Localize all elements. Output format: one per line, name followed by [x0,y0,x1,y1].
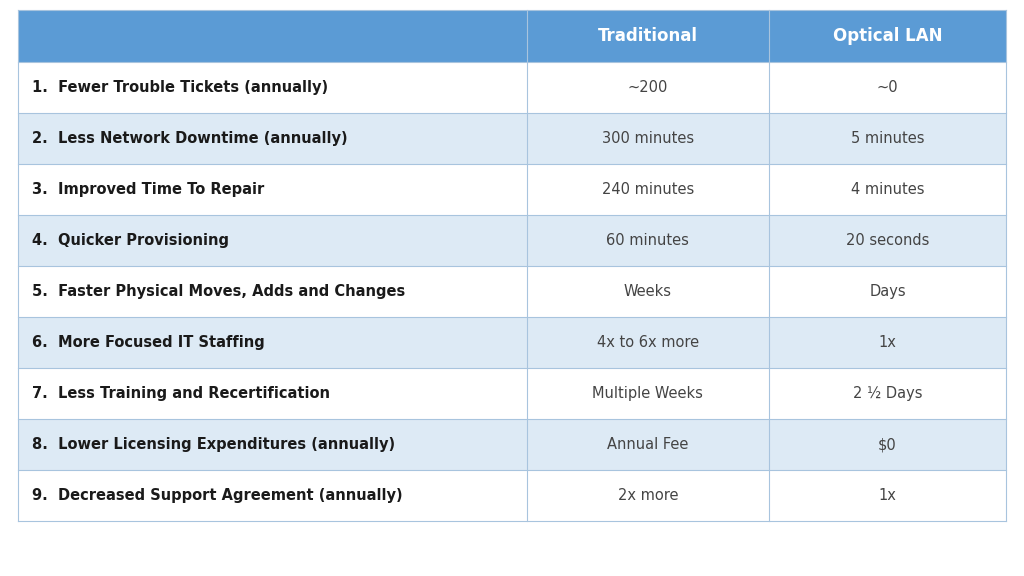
Bar [526,470,769,521]
Bar [769,317,1006,368]
Text: 5 minutes: 5 minutes [851,131,925,146]
Text: 4 minutes: 4 minutes [851,182,925,197]
Bar [769,62,1006,113]
Text: 300 minutes: 300 minutes [602,131,694,146]
Bar [769,419,1006,470]
Text: Days: Days [869,284,906,299]
Bar [18,113,526,164]
Bar [769,10,1006,62]
Text: 4x to 6x more: 4x to 6x more [597,335,699,350]
Bar [18,215,526,266]
Bar [769,113,1006,164]
Bar [769,215,1006,266]
Bar [526,62,769,113]
Text: 6.  More Focused IT Staffing: 6. More Focused IT Staffing [32,335,265,350]
Text: 1x: 1x [879,488,896,503]
Text: 9.  Decreased Support Agreement (annually): 9. Decreased Support Agreement (annually… [32,488,402,503]
Bar [526,419,769,470]
Text: 1x: 1x [879,335,896,350]
Bar [18,317,526,368]
Bar [526,10,769,62]
Bar [526,164,769,215]
Text: 20 seconds: 20 seconds [846,233,929,248]
Bar [18,419,526,470]
Bar [18,10,526,62]
Bar [526,368,769,419]
Text: ~200: ~200 [628,80,668,95]
Text: 1.  Fewer Trouble Tickets (annually): 1. Fewer Trouble Tickets (annually) [32,80,328,95]
Text: 60 minutes: 60 minutes [606,233,689,248]
Text: 2 ½ Days: 2 ½ Days [853,386,923,401]
Bar [769,164,1006,215]
Text: 7.  Less Training and Recertification: 7. Less Training and Recertification [32,386,330,401]
Text: 8.  Lower Licensing Expenditures (annually): 8. Lower Licensing Expenditures (annuall… [32,437,395,452]
Bar [18,164,526,215]
Text: 240 minutes: 240 minutes [602,182,694,197]
Text: 3.  Improved Time To Repair: 3. Improved Time To Repair [32,182,264,197]
Bar [18,368,526,419]
Text: 5.  Faster Physical Moves, Adds and Changes: 5. Faster Physical Moves, Adds and Chang… [32,284,406,299]
Text: Multiple Weeks: Multiple Weeks [593,386,703,401]
Text: 2x more: 2x more [617,488,678,503]
Bar [769,266,1006,317]
Bar [526,317,769,368]
Bar [526,266,769,317]
Bar [18,470,526,521]
Text: Weeks: Weeks [624,284,672,299]
Text: $0: $0 [878,437,897,452]
Bar [526,113,769,164]
Text: 2.  Less Network Downtime (annually): 2. Less Network Downtime (annually) [32,131,347,146]
Bar [526,215,769,266]
Text: Traditional: Traditional [598,27,697,45]
Bar [769,470,1006,521]
Text: Optical LAN: Optical LAN [833,27,942,45]
Text: ~0: ~0 [877,80,898,95]
Bar [18,62,526,113]
Text: 4.  Quicker Provisioning: 4. Quicker Provisioning [32,233,229,248]
Text: Annual Fee: Annual Fee [607,437,688,452]
Bar [769,368,1006,419]
Bar [18,266,526,317]
